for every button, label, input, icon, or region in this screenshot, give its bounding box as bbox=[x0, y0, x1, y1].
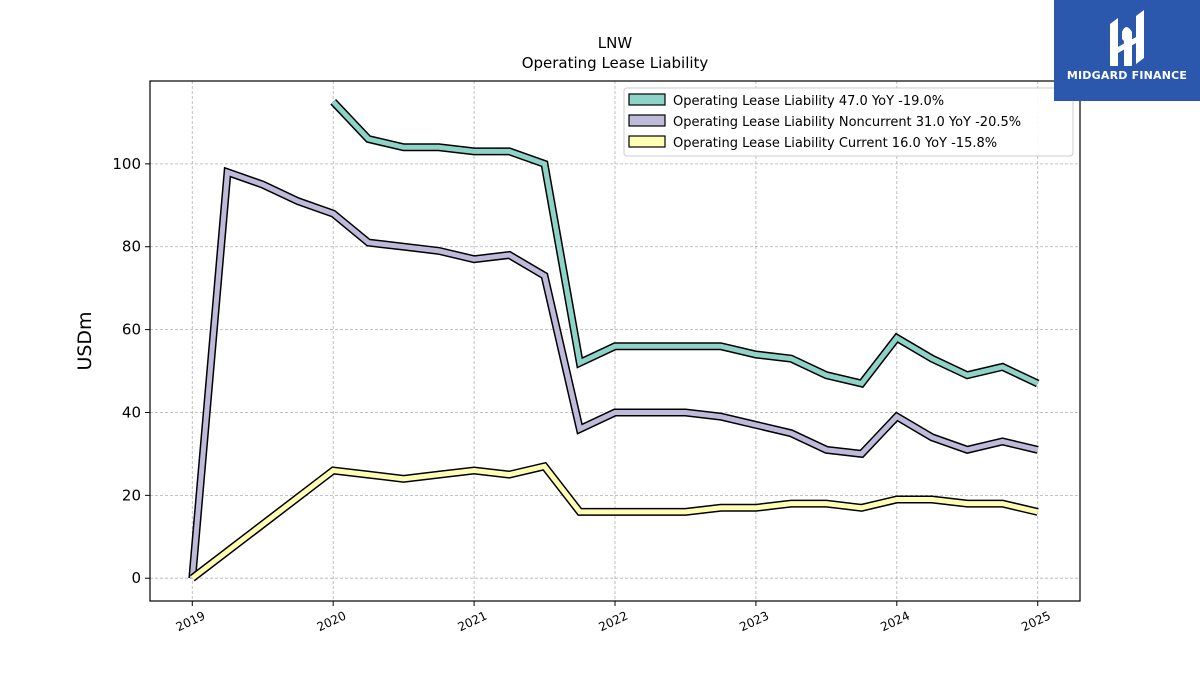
x-tick-label: 2019 bbox=[174, 609, 208, 635]
chart-subtitle: Operating Lease Liability bbox=[522, 54, 709, 72]
legend-swatch-current bbox=[628, 135, 666, 148]
legend-label-noncurrent: Operating Lease Liability Noncurrent 31.… bbox=[673, 115, 1021, 130]
y-axis-label: USDm bbox=[74, 311, 96, 370]
y-axis-ticks: 0 20 40 60 80 100 bbox=[112, 155, 150, 587]
brand-logo: MIDGARD FINANCE bbox=[1054, 0, 1200, 101]
x-tick-label: 2022 bbox=[597, 609, 631, 635]
y-tick-label: 100 bbox=[112, 155, 141, 173]
y-tick-label: 40 bbox=[122, 403, 141, 421]
x-tick-label: 2023 bbox=[737, 609, 771, 635]
x-tick-label: 2024 bbox=[878, 609, 912, 635]
legend-swatch-total bbox=[628, 93, 666, 106]
y-tick-label: 20 bbox=[122, 486, 141, 504]
x-axis-ticks: 2019 2020 2021 2022 2023 2024 2025 bbox=[174, 601, 1053, 634]
y-tick-label: 0 bbox=[131, 569, 141, 587]
brand-mark-icon bbox=[1110, 10, 1144, 66]
legend-label-total: Operating Lease Liability 47.0 YoY -19.0… bbox=[673, 94, 944, 109]
grid bbox=[150, 81, 1080, 601]
y-tick-label: 60 bbox=[122, 321, 141, 339]
brand-name: MIDGARD FINANCE bbox=[1066, 69, 1188, 82]
y-tick-label: 80 bbox=[122, 238, 141, 256]
legend-box bbox=[623, 87, 1074, 157]
series-line-total bbox=[331, 99, 1039, 387]
x-tick-label: 2021 bbox=[456, 609, 490, 635]
chart-title: LNW bbox=[598, 34, 633, 52]
x-tick-label: 2020 bbox=[315, 609, 349, 635]
legend-swatch-noncurrent bbox=[628, 114, 666, 127]
series-line-current bbox=[190, 463, 1039, 581]
legend: Operating Lease Liability 47.0 YoY -19.0… bbox=[623, 87, 1074, 157]
legend-label-current: Operating Lease Liability Current 16.0 Y… bbox=[673, 136, 997, 151]
x-tick-label: 2025 bbox=[1019, 609, 1053, 635]
series-line-noncurrent bbox=[189, 168, 1039, 579]
series-lines bbox=[188, 98, 1040, 582]
